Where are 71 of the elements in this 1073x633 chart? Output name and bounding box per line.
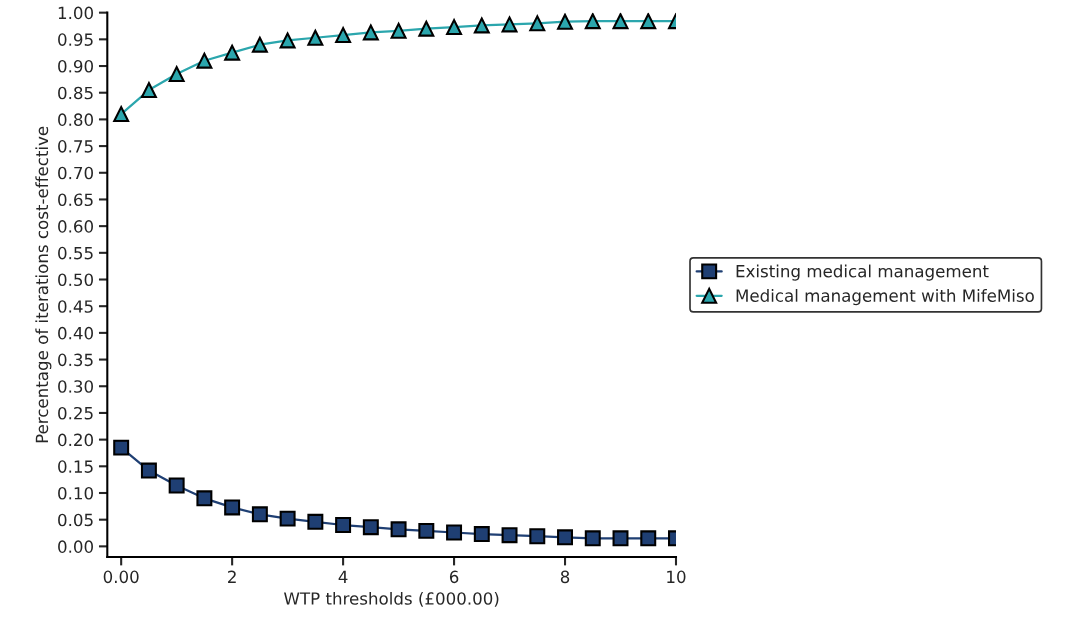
- y-tick-label: 0.40: [58, 326, 93, 340]
- point: [584, 13, 601, 30]
- point: [140, 462, 157, 479]
- y-tick-label: 0.55: [58, 246, 93, 260]
- point: [612, 530, 629, 547]
- y-tick-label: 0.10: [58, 486, 93, 500]
- point: [140, 82, 157, 99]
- point: [529, 528, 546, 545]
- y-tick-label: 0.90: [58, 59, 93, 73]
- y-tick-label: 0.15: [58, 460, 93, 473]
- point: [418, 20, 435, 37]
- x-axis-title: WTP thresholds (£000.00): [284, 591, 499, 607]
- point: [473, 17, 490, 34]
- y-tick-label: 0.95: [58, 33, 93, 46]
- point: [362, 519, 379, 536]
- point: [473, 526, 490, 543]
- point: [335, 517, 352, 533]
- point: [362, 24, 379, 41]
- point: [640, 530, 657, 547]
- x-tick-label: 4: [338, 570, 348, 583]
- y-tick-label: 0.30: [58, 380, 93, 393]
- x-tick-label: 2: [228, 570, 236, 583]
- point: [168, 477, 185, 494]
- y-tick-label: 0.65: [58, 193, 93, 207]
- point: [612, 13, 629, 30]
- point: [196, 52, 213, 69]
- point: [113, 439, 130, 456]
- y-tick-label: 0.05: [58, 513, 93, 527]
- point: [196, 490, 213, 507]
- point: [640, 13, 657, 30]
- y-tick-label: 1.00: [58, 6, 93, 20]
- y-tick-label: 0.75: [58, 140, 93, 153]
- point: [307, 29, 324, 46]
- x-tick-label: 6: [449, 570, 459, 584]
- point: [529, 15, 546, 32]
- y-tick-label: 0.60: [58, 220, 93, 233]
- point: [446, 19, 463, 36]
- legend-label: Existing medical management: [736, 264, 989, 281]
- y-tick-label: 0.70: [58, 166, 93, 180]
- point: [584, 530, 601, 547]
- point: [390, 521, 407, 538]
- point: [557, 529, 574, 546]
- y-axis-title: Percentage of iterations cost-effective: [35, 126, 52, 443]
- y-tick-label: 0.35: [58, 353, 93, 367]
- point: [335, 27, 352, 44]
- point: [390, 22, 407, 39]
- point: [557, 13, 574, 30]
- point: [307, 513, 324, 530]
- point: [501, 16, 518, 33]
- legend-label: Medical management with MifeMiso: [736, 289, 1034, 306]
- point: [279, 32, 296, 49]
- point: [251, 36, 268, 53]
- y-tick-label: 0.20: [58, 433, 93, 447]
- point: [279, 510, 296, 527]
- x-tick-label: 10: [667, 570, 686, 584]
- y-tick-label: 0.80: [58, 113, 93, 126]
- point: [224, 44, 241, 61]
- point: [168, 66, 185, 83]
- point: [418, 522, 435, 539]
- x-tick-label: 0.00: [103, 570, 139, 584]
- y-tick-label: 0.25: [58, 406, 93, 420]
- point: [501, 527, 518, 544]
- point: [251, 506, 268, 523]
- point: [113, 106, 130, 123]
- x-tick-label: 8: [560, 570, 570, 584]
- point: [446, 524, 463, 541]
- y-tick-label: 0.85: [58, 86, 93, 100]
- y-tick-label: 0.00: [58, 540, 93, 553]
- y-tick-label: 0.50: [58, 273, 93, 287]
- point: [224, 499, 241, 516]
- y-tick-label: 0.45: [58, 300, 93, 313]
